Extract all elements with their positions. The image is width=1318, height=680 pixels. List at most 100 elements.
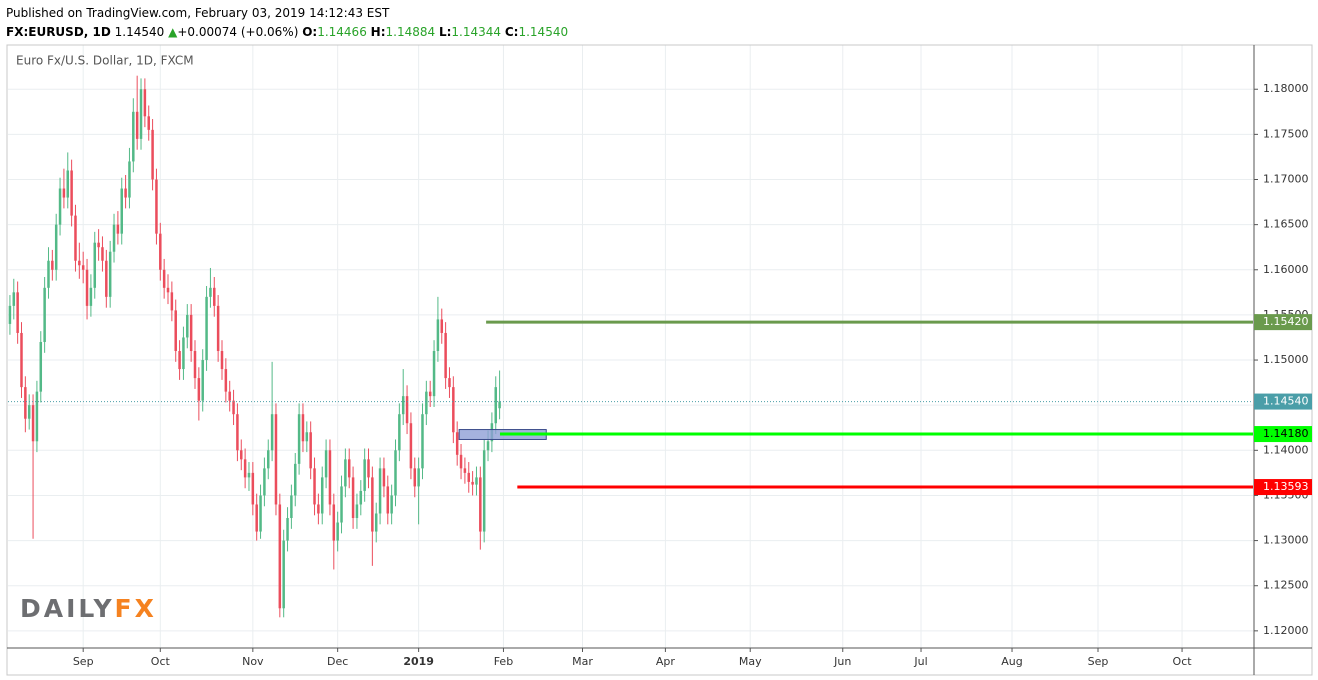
candle-body [328, 450, 332, 505]
candle-body [270, 414, 274, 451]
candle-body [367, 459, 370, 478]
candle-body [240, 450, 243, 460]
candle-body [232, 400, 235, 415]
x-tick-label: May [739, 655, 762, 668]
ohlc-label: H: [370, 25, 386, 39]
candle-body [151, 129, 154, 180]
candle-body [259, 495, 262, 532]
candle-body [216, 305, 220, 352]
candle-body [159, 233, 162, 270]
candle-body [166, 287, 170, 293]
candle-body [101, 247, 104, 261]
frame [6, 44, 1313, 676]
candle-body [390, 495, 393, 514]
candle-body [108, 251, 112, 297]
candle-body [371, 477, 374, 532]
candle-body [201, 360, 204, 401]
candle-body [147, 116, 150, 130]
symbol: FX:EURUSD, 1D [6, 25, 111, 39]
candle-body [236, 414, 239, 451]
candle-body [317, 504, 320, 514]
candle-body [162, 269, 166, 288]
candle-body [290, 495, 293, 519]
candle-body [112, 224, 116, 252]
candle-body [471, 481, 474, 485]
level-box [1254, 426, 1312, 443]
x-tick-label: Jul [913, 655, 927, 668]
candle-body [193, 351, 197, 379]
candle-body [432, 351, 436, 397]
candle-body [401, 396, 405, 415]
y-tick-label: 1.14000 [1263, 443, 1309, 456]
logo-daily: DAILY [20, 594, 115, 623]
legend: Euro Fx/U.S. Dollar, 1D, FXCM [16, 54, 194, 68]
ohlc-label: L: [438, 25, 452, 39]
change: +0.00074 (+0.06%) [177, 25, 299, 39]
x-tick-label: 2019 [403, 655, 434, 668]
candle-body [178, 351, 181, 370]
candle-body [39, 341, 43, 392]
y-tick-label: 1.13000 [1263, 534, 1309, 547]
candle-body [409, 423, 413, 469]
candle-body [444, 332, 447, 379]
candle-body [35, 391, 39, 442]
candle-body [344, 459, 347, 487]
x-tick-label: Feb [494, 655, 513, 668]
candle-body [54, 224, 58, 270]
candle-body [8, 305, 12, 324]
candle-body [220, 351, 224, 370]
level-box [1254, 479, 1312, 496]
candle-body [482, 450, 486, 532]
candle-body [297, 414, 301, 464]
candle-body [448, 378, 451, 388]
candle-body [417, 468, 420, 487]
candle-body [486, 441, 490, 451]
candle-body [382, 468, 386, 487]
candle-body [224, 369, 228, 392]
candle-body [263, 468, 266, 496]
candle-body [205, 296, 208, 361]
candle-body [182, 337, 185, 370]
candle-body [128, 161, 131, 198]
candle-body [105, 260, 108, 297]
candle-body [85, 269, 89, 306]
x-tick-label: Oct [1173, 655, 1193, 668]
x-tick-label: Jun [833, 655, 851, 668]
candle-body [413, 468, 417, 487]
candle-body [355, 504, 359, 519]
x-tick-label: Nov [242, 655, 264, 668]
y-tick-label: 1.17000 [1263, 173, 1309, 186]
y-tick-label: 1.18000 [1263, 82, 1309, 95]
x-tick-label: Dec [327, 655, 348, 668]
ohlc: O:1.14466 H:1.14884 L:1.14344 C:1.14540 [302, 25, 568, 39]
level-label: 1.15420 [1263, 315, 1309, 328]
header: Published on TradingView.com, February 0… [6, 4, 568, 42]
candle-body [62, 188, 66, 198]
y-tick-label: 1.16000 [1263, 263, 1309, 276]
candle-body [89, 287, 93, 306]
candle-body [459, 454, 463, 469]
candle-body [479, 477, 482, 532]
candle-body [124, 188, 127, 198]
candle-body [494, 387, 497, 424]
candle-body [340, 486, 343, 523]
candle-body [267, 450, 270, 469]
last-price-box [1254, 393, 1312, 410]
candle-body [186, 314, 189, 338]
candle-body [135, 111, 139, 139]
y-tick-label: 1.12000 [1263, 624, 1309, 637]
quote-line: FX:EURUSD, 1D 1.14540 ▲+0.00074 (+0.06%)… [6, 23, 568, 42]
candle-body [139, 89, 143, 139]
ohlc-value: 1.14344 [451, 25, 502, 39]
candle-body [228, 391, 231, 401]
arrow: ▲ [168, 25, 178, 39]
candle-body [374, 513, 378, 532]
candle-body [398, 414, 401, 451]
candle-body [12, 292, 16, 306]
candle-body [351, 477, 355, 519]
x-tick-label: Mar [572, 655, 593, 668]
candle-body [170, 292, 174, 311]
candle-body [20, 332, 23, 388]
candle-body [309, 432, 312, 469]
